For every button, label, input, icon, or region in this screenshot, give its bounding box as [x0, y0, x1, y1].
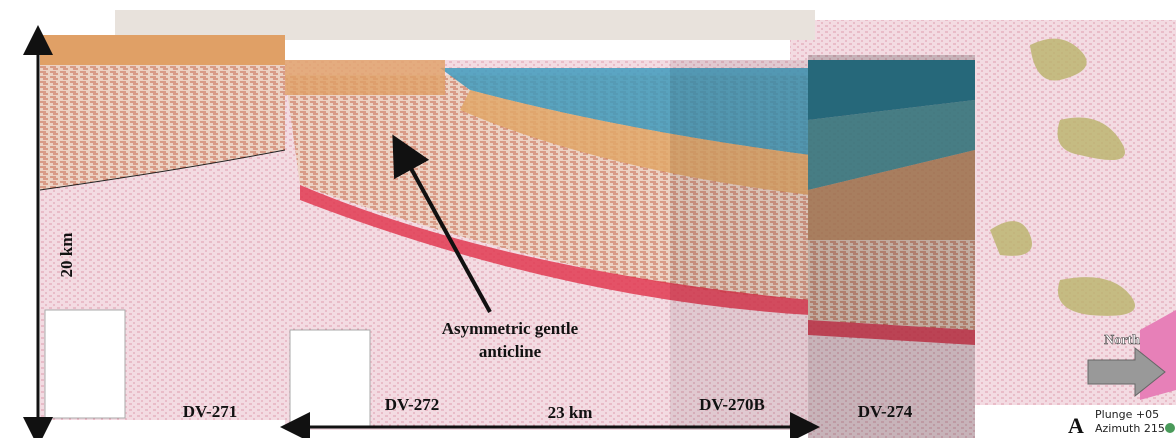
section-label: DV-271 [183, 402, 237, 421]
fence-diagram: 20 km 23 km Asymmetric gentle anticline … [0, 0, 1176, 438]
section-middle [285, 60, 810, 430]
vertical-scale-label: 20 km [57, 233, 76, 278]
section-label: DV-272 [385, 395, 439, 414]
globe-icon [1165, 423, 1175, 433]
north-label: North [1104, 333, 1140, 348]
orientation-label: A [1068, 413, 1084, 438]
section-right [808, 55, 975, 438]
section-label: DV-274 [858, 402, 913, 421]
annotation-line: anticline [479, 342, 542, 361]
section-left [40, 35, 285, 420]
horizontal-scale-label: 23 km [548, 403, 593, 422]
section-label: DV-270B [699, 395, 765, 414]
azimuth-label: Azimuth 215 [1095, 422, 1165, 435]
annotation-line: Asymmetric gentle [442, 319, 579, 338]
plunge-label: Plunge +05 [1095, 408, 1159, 421]
